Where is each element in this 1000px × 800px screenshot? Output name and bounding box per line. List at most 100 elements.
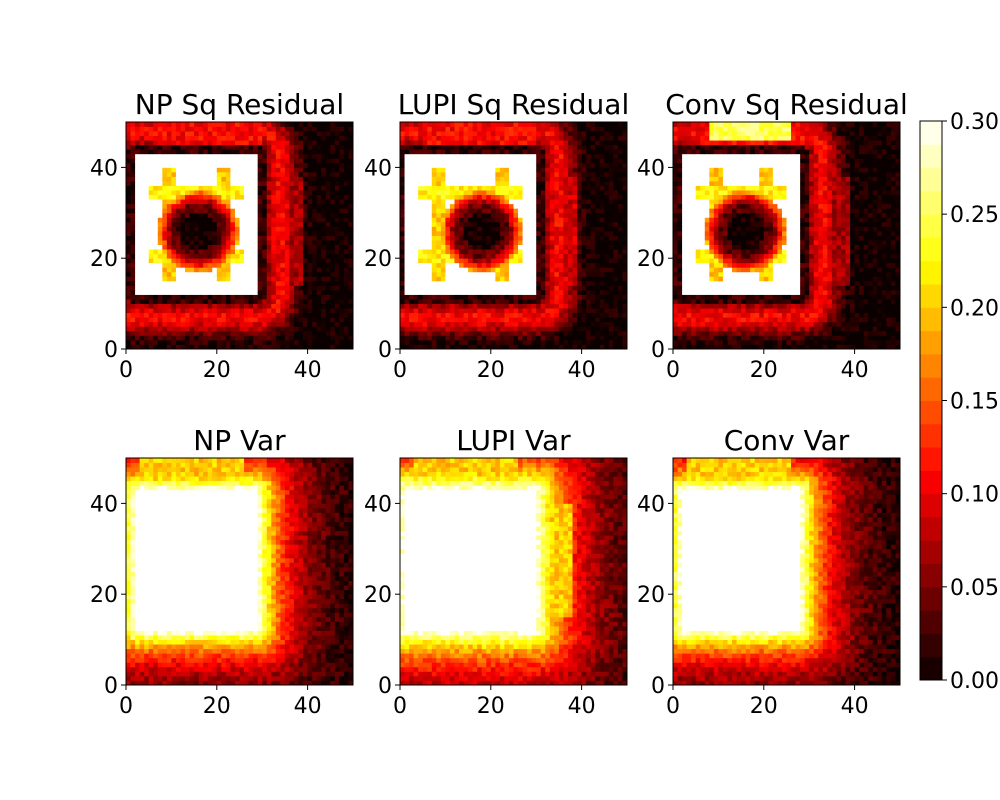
heatmap-cell [248,276,254,282]
heatmap-cell [581,131,587,137]
heatmap-cell [436,212,442,218]
heatmap-cell [225,258,231,264]
heatmap-cell [144,317,150,323]
heatmap-cell [617,181,623,186]
heatmap-cell [545,271,551,277]
heatmap-cell [321,167,327,173]
heatmap-cell [563,171,569,177]
heatmap-cell [422,326,428,332]
heatmap-cell [527,308,533,314]
heatmap-cell [577,303,582,309]
heatmap-cell [440,253,446,259]
heatmap-cell [180,235,186,241]
heatmap-cell [325,171,331,177]
heatmap-cell [513,317,519,323]
heatmap-cell [499,144,505,150]
heatmap-cell [545,226,551,232]
heatmap-cell [248,230,254,236]
heatmap-cell [284,135,290,141]
heatmap-cell [545,171,551,177]
heatmap-cell [499,217,505,223]
heatmap-cell [307,303,313,309]
heatmap-cell [275,185,281,191]
heatmap-cell [225,185,231,191]
heatmap-cell [307,339,313,345]
heatmap-cell [298,303,304,309]
heatmap-cell [613,167,619,173]
heatmap-cell [293,230,299,236]
heatmap-cell [608,212,614,218]
heatmap-cell [248,262,254,268]
heatmap-cell [293,162,299,168]
heatmap-cell [198,317,204,323]
heatmap-cell [608,321,614,327]
heatmap-cell [280,285,286,291]
heatmap-cell [234,181,240,186]
heatmap-cell [144,158,150,164]
heatmap-cell [413,153,419,159]
heatmap-cell [540,230,546,236]
heatmap-cell [418,321,424,327]
heatmap-cell [518,176,523,182]
heatmap-cell [153,190,159,196]
heatmap-cell [608,240,614,245]
heatmap-cell [599,208,605,214]
heatmap-cell [427,267,433,273]
heatmap-cell [303,330,308,336]
heatmap-cell [239,185,245,191]
heatmap-cell [418,221,424,227]
heatmap-cell [463,258,469,264]
heatmap-cell [440,167,446,173]
heatmap-cell [157,226,163,232]
heatmap-cell [617,240,623,245]
heatmap-cell [617,294,623,300]
heatmap-cell [404,122,410,127]
heatmap-cell [527,181,533,186]
heatmap-cell [144,308,150,314]
heatmap-cell [175,280,181,286]
heatmap-cell [577,212,582,218]
heatmap-cell [212,240,218,245]
heatmap-cell [536,126,542,132]
heatmap-cell [608,135,614,141]
heatmap-cell [518,344,523,350]
heatmap-cell [404,131,410,137]
heatmap-cell [203,285,209,291]
heatmap-cell [307,289,313,295]
heatmap-cell [135,190,141,196]
heatmap-cell [266,235,272,241]
heatmap-cell [486,162,492,168]
heatmap-cell [266,226,272,232]
heatmap-cell [230,149,236,155]
heatmap-cell [175,153,181,159]
heatmap-cell [225,280,231,286]
heatmap-cell [343,244,349,250]
heatmap-cell [617,162,623,168]
heatmap-cell [175,285,181,291]
heatmap-cell [293,321,299,327]
heatmap-cell [135,294,141,300]
heatmap-cell [418,212,424,218]
heatmap-cell [298,126,304,132]
heatmap-cell [427,221,433,227]
heatmap-cell [586,253,592,259]
heatmap-cell [343,235,349,241]
heatmap-cell [604,271,610,277]
heatmap-cell [321,203,327,209]
heatmap-cell [400,131,405,137]
heatmap-cell [339,122,345,127]
heatmap-cell [216,312,222,318]
panel-title: NP Sq Residual [135,88,344,121]
heatmap-cell [234,230,240,236]
heatmap-cell [298,153,304,159]
heatmap-cell [495,212,501,218]
heatmap-cell [440,176,446,182]
heatmap-cell [527,335,533,341]
heatmap-cell [495,144,501,150]
heatmap-cell [171,122,177,127]
heatmap-cell [567,208,573,214]
heatmap-cell [303,199,308,205]
heatmap-cell [144,321,150,327]
heatmap-cell [144,267,150,273]
heatmap-cell [293,203,299,209]
